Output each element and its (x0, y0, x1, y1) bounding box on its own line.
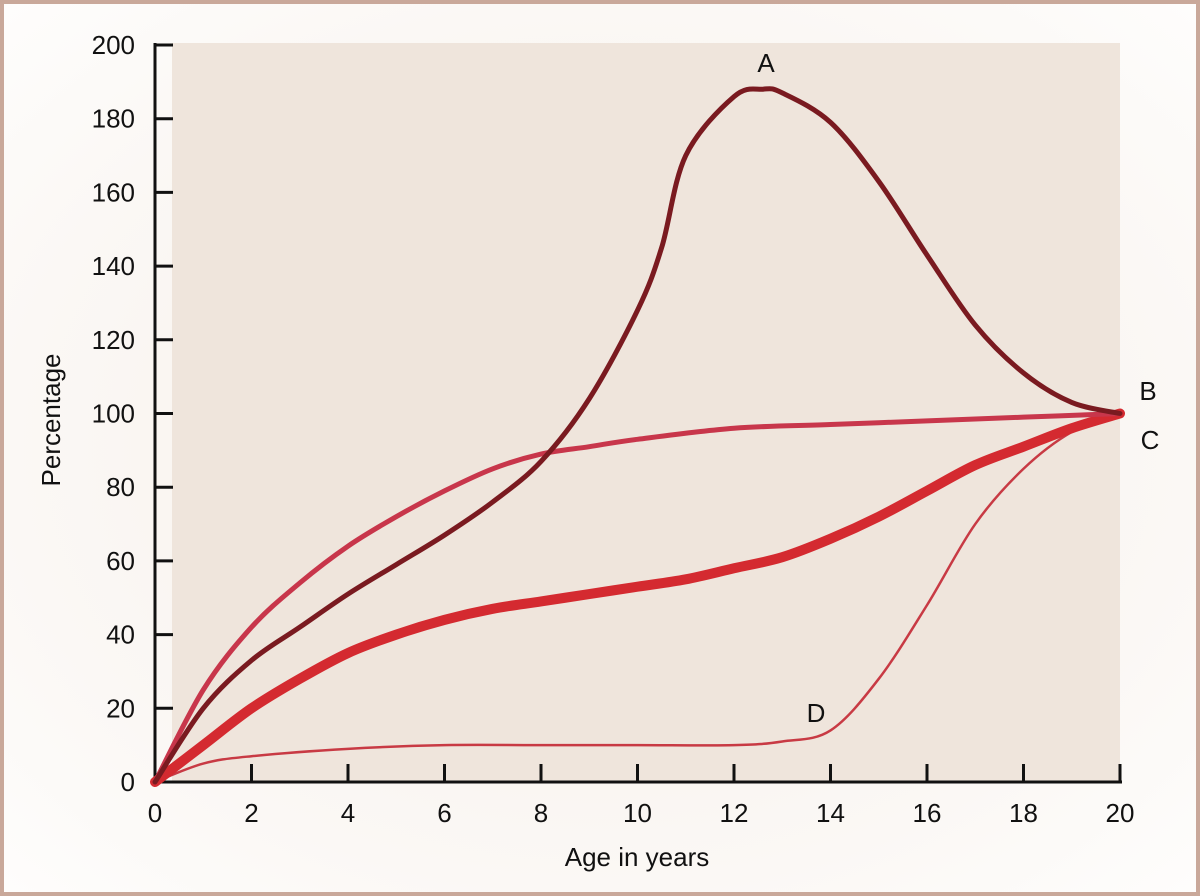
series-label-a: A (757, 48, 775, 78)
y-axis-label: Percentage (36, 354, 66, 487)
x-axis-label: Age in years (565, 842, 710, 872)
series-line-b (152, 411, 1123, 785)
y-tick-label: 180 (92, 104, 135, 134)
y-tick-label: 80 (106, 472, 135, 502)
x-tick-label: 6 (437, 798, 451, 828)
series-line-a (152, 86, 1123, 785)
series-label-b: B (1139, 376, 1156, 406)
x-tick-label: 20 (1106, 798, 1135, 828)
x-tick-label: 2 (244, 798, 258, 828)
y-tick-label: 120 (92, 325, 135, 355)
x-tick-label: 16 (913, 798, 942, 828)
y-tick-label: 60 (106, 546, 135, 576)
chart-frame: 0 20 40 60 80 100 120 140 160 180 200 0 2 4 6 8 10 12 14 16… (4, 4, 1196, 892)
y-tick-label: 140 (92, 251, 135, 281)
y-tick-label: 200 (92, 30, 135, 60)
series-label-c: C (1141, 425, 1160, 455)
series-label-d: D (807, 698, 826, 728)
y-tick-label: 40 (106, 620, 135, 650)
x-tick-label: 8 (534, 798, 548, 828)
series-line-c (150, 408, 1125, 787)
x-tick-label: 0 (148, 798, 162, 828)
x-tick-label: 18 (1009, 798, 1038, 828)
y-tick-label: 100 (92, 399, 135, 429)
y-tick-label: 20 (106, 693, 135, 723)
y-tick-label: 0 (121, 767, 135, 797)
x-tick-label: 12 (720, 798, 749, 828)
x-tick-label: 10 (623, 798, 652, 828)
x-tick-label: 4 (341, 798, 355, 828)
y-tick-label: 160 (92, 177, 135, 207)
growth-curves-chart: 0 20 40 60 80 100 120 140 160 180 200 0 2 4 6 8 10 12 14 16… (36, 30, 1160, 872)
x-tick-label: 14 (816, 798, 845, 828)
series-line-d (153, 412, 1122, 784)
